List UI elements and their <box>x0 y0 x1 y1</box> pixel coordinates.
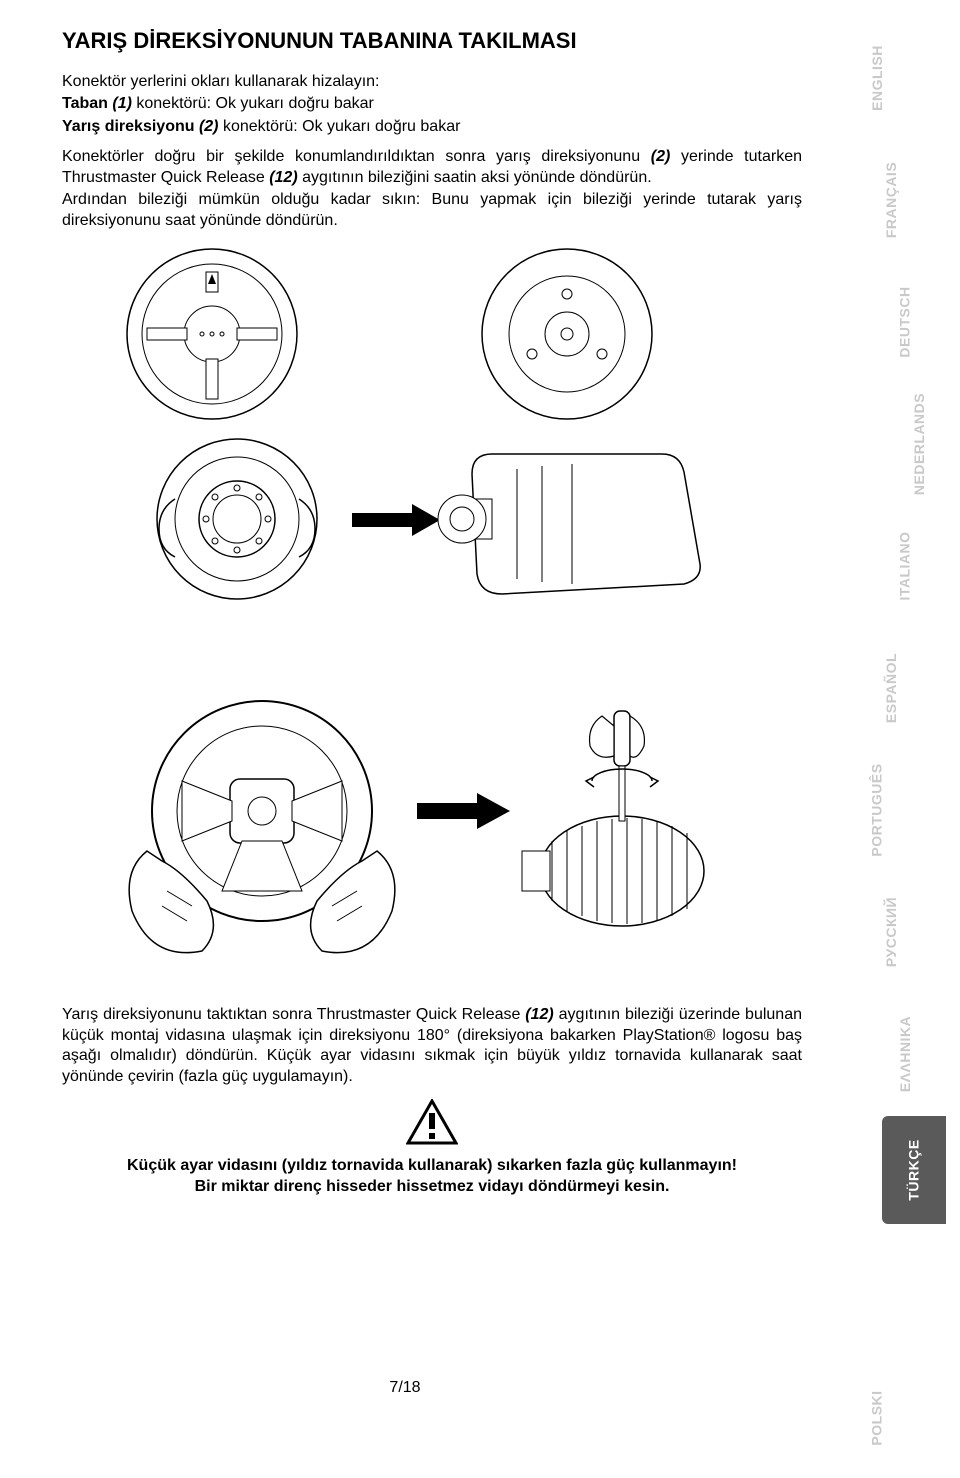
p2e: aygıtının bileziğini saatin aksi yönünde… <box>298 169 652 186</box>
lang-tab-english[interactable]: ENGLISH <box>850 18 904 138</box>
diagram-2-svg <box>62 621 802 991</box>
para-3: Ardından bileziği mümkün olduğu kadar sı… <box>62 190 802 231</box>
line2-rest: konektörü: Ok yukarı doğru bakar <box>219 118 461 135</box>
lang-label: NEDERLANDS <box>911 393 927 495</box>
language-tabs: ENGLISH FRANÇAIS DEUTSCH NEDERLANDS ITALIANO… <box>820 0 960 1423</box>
warning-line-1: Küçük ayar vidasını (yıldız tornavida ku… <box>62 1156 802 1177</box>
lang-tab-português[interactable]: PORTUGUÊS <box>850 750 904 870</box>
line1-rest: konektörü: Ok yukarı doğru bakar <box>132 95 374 112</box>
lang-tab-türkçe[interactable]: TÜRKÇE <box>882 1116 946 1224</box>
lang-tab-ελληνικα[interactable]: ΕΛΛΗΝΙΚΑ <box>878 994 932 1114</box>
lang-tab-italiano[interactable]: ITALIANO <box>878 506 932 626</box>
page-content: YARIŞ DİREKSİYONUNUN TABANINA TAKILMASI … <box>62 28 802 1198</box>
lang-tab-polski[interactable]: POLSKI <box>850 1358 904 1478</box>
lang-tab-français[interactable]: FRANÇAIS <box>864 140 918 260</box>
lang-tab-nederlands[interactable]: NEDERLANDS <box>892 384 946 504</box>
lang-label: DEUTSCH <box>897 286 913 357</box>
warning-block: Küçük ayar vidasını (yıldız tornavida ku… <box>62 1099 802 1198</box>
lang-label: FRANÇAIS <box>883 162 899 238</box>
p4b: (12) <box>525 1006 553 1023</box>
warning-line-2: Bir miktar direnç hisseder hissetmez vid… <box>62 1177 802 1198</box>
lang-label: TÜRKÇE <box>906 1139 922 1200</box>
lang-tab-русский[interactable]: РУССКИЙ <box>864 872 918 992</box>
para-2: Konektörler doğru bir şekilde konumlandı… <box>62 147 802 188</box>
lang-tab-deutsch[interactable]: DEUTSCH <box>878 262 932 382</box>
diagram-2 <box>62 621 802 991</box>
connector-line-1: Taban (1) konektörü: Ok yukarı doğru bak… <box>62 94 802 114</box>
lang-label: ΕΛΛΗΝΙΚΑ <box>897 1016 913 1092</box>
lang-label: ITALIANO <box>897 531 913 600</box>
line1-bold: Taban <box>62 95 112 112</box>
lang-label: ESPAÑOL <box>883 653 899 723</box>
lang-label: PORTUGUÊS <box>869 763 885 856</box>
intro-line: Konektör yerlerini okları kullanarak hiz… <box>62 72 802 92</box>
main-heading: YARIŞ DİREKSİYONUNUN TABANINA TAKILMASI <box>62 28 802 54</box>
line2-italic: (2) <box>199 118 219 135</box>
para-4: Yarış direksiyonunu taktıktan sonra Thru… <box>62 1005 802 1087</box>
lang-label: POLSKI <box>869 1390 885 1445</box>
connector-line-2: Yarış direksiyonu (2) konektörü: Ok yuka… <box>62 117 802 137</box>
line2-bold: Yarış direksiyonu <box>62 118 199 135</box>
p2d: (12) <box>269 169 297 186</box>
lang-tab-español[interactable]: ESPAÑOL <box>864 628 918 748</box>
lang-label: ENGLISH <box>869 45 885 111</box>
line1-italic: (1) <box>112 95 132 112</box>
diagram-1-svg <box>62 239 802 609</box>
p2b: (2) <box>651 148 671 165</box>
page-number: 7/18 <box>0 1379 810 1397</box>
warning-icon <box>406 1099 458 1145</box>
lang-label: РУССКИЙ <box>883 897 899 967</box>
diagram-1 <box>62 239 802 609</box>
p4a: Yarış direksiyonunu taktıktan sonra Thru… <box>62 1006 525 1023</box>
p2a: Konektörler doğru bir şekilde konumlandı… <box>62 148 651 165</box>
